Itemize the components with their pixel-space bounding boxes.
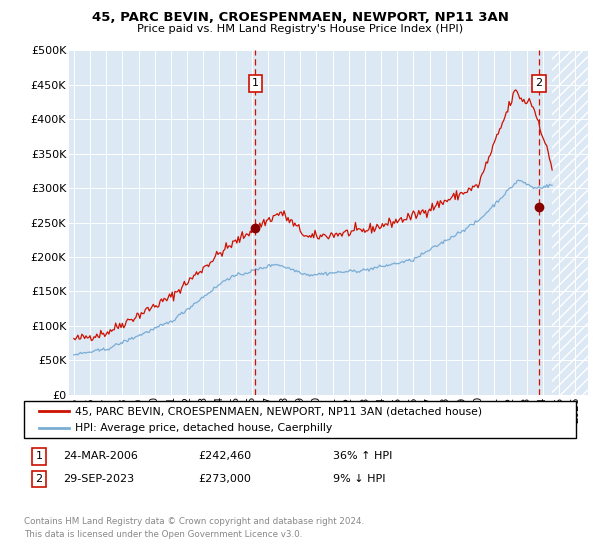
Text: This data is licensed under the Open Government Licence v3.0.: This data is licensed under the Open Gov… [24, 530, 302, 539]
Text: 1: 1 [252, 78, 259, 88]
Text: £242,460: £242,460 [198, 451, 251, 461]
Text: 2: 2 [35, 474, 43, 484]
Text: Price paid vs. HM Land Registry's House Price Index (HPI): Price paid vs. HM Land Registry's House … [137, 24, 463, 34]
Text: 2: 2 [535, 78, 542, 88]
Text: £273,000: £273,000 [198, 474, 251, 484]
Text: 45, PARC BEVIN, CROESPENMAEN, NEWPORT, NP11 3AN (detached house): 45, PARC BEVIN, CROESPENMAEN, NEWPORT, N… [75, 407, 482, 416]
Bar [552, 50, 588, 395]
Bar [552, 50, 588, 395]
Text: HPI: Average price, detached house, Caerphilly: HPI: Average price, detached house, Caer… [75, 423, 332, 432]
Text: 24-MAR-2006: 24-MAR-2006 [63, 451, 138, 461]
Text: 9% ↓ HPI: 9% ↓ HPI [333, 474, 386, 484]
Text: 36% ↑ HPI: 36% ↑ HPI [333, 451, 392, 461]
Text: 29-SEP-2023: 29-SEP-2023 [63, 474, 134, 484]
Text: 45, PARC BEVIN, CROESPENMAEN, NEWPORT, NP11 3AN: 45, PARC BEVIN, CROESPENMAEN, NEWPORT, N… [92, 11, 508, 24]
Text: 1: 1 [35, 451, 43, 461]
Text: Contains HM Land Registry data © Crown copyright and database right 2024.: Contains HM Land Registry data © Crown c… [24, 517, 364, 526]
